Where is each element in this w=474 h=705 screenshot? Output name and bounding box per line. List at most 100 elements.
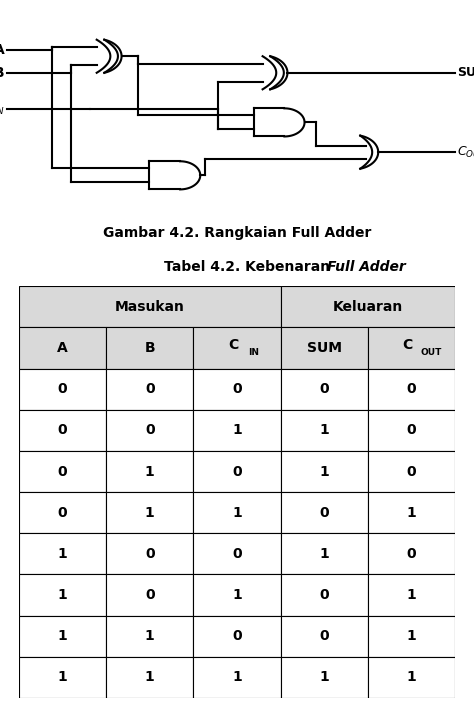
Bar xyxy=(193,657,281,698)
Text: 1: 1 xyxy=(58,547,67,561)
Text: 0: 0 xyxy=(58,423,67,437)
Bar xyxy=(281,369,368,410)
Bar xyxy=(281,451,368,492)
Bar xyxy=(106,451,193,492)
Text: 1: 1 xyxy=(145,505,155,520)
Bar xyxy=(19,451,106,492)
Text: 1: 1 xyxy=(58,588,67,602)
Bar xyxy=(19,286,281,327)
Text: 0: 0 xyxy=(232,465,242,479)
Text: $C_{OUT}$: $C_{OUT}$ xyxy=(457,145,474,160)
Bar xyxy=(19,533,106,575)
Text: 0: 0 xyxy=(319,588,329,602)
Bar xyxy=(106,575,193,615)
Text: 1: 1 xyxy=(232,423,242,437)
Bar xyxy=(368,451,455,492)
Text: 1: 1 xyxy=(319,423,329,437)
Bar xyxy=(19,410,106,451)
Text: B: B xyxy=(145,341,155,355)
Text: 1: 1 xyxy=(319,670,329,685)
Bar xyxy=(106,657,193,698)
Bar xyxy=(368,410,455,451)
Text: Keluaran: Keluaran xyxy=(333,300,403,314)
Text: 0: 0 xyxy=(319,382,329,396)
Text: Full Adder: Full Adder xyxy=(327,260,406,274)
Bar xyxy=(281,657,368,698)
Text: 0: 0 xyxy=(58,382,67,396)
Text: 1: 1 xyxy=(145,465,155,479)
Text: 0: 0 xyxy=(145,423,155,437)
Bar xyxy=(281,492,368,533)
Bar xyxy=(368,657,455,698)
Bar xyxy=(368,327,455,369)
Bar xyxy=(281,410,368,451)
Text: 1: 1 xyxy=(319,547,329,561)
Text: 0: 0 xyxy=(407,423,416,437)
Text: 1: 1 xyxy=(407,588,416,602)
Bar xyxy=(368,615,455,657)
Text: SUM: SUM xyxy=(457,66,474,79)
Text: 0: 0 xyxy=(407,465,416,479)
Text: IN: IN xyxy=(248,348,259,357)
Bar xyxy=(193,492,281,533)
Text: SUM: SUM xyxy=(307,341,342,355)
Text: 0: 0 xyxy=(232,629,242,643)
Text: 0: 0 xyxy=(407,382,416,396)
Bar xyxy=(368,575,455,615)
Bar xyxy=(106,327,193,369)
Text: 1: 1 xyxy=(407,505,416,520)
Bar xyxy=(193,533,281,575)
Bar xyxy=(106,615,193,657)
Text: Tabel 4.2. Kebenaran: Tabel 4.2. Kebenaran xyxy=(164,260,335,274)
Bar xyxy=(106,410,193,451)
Bar xyxy=(106,369,193,410)
Text: 1: 1 xyxy=(58,670,67,685)
Bar xyxy=(19,369,106,410)
Text: 1: 1 xyxy=(407,629,416,643)
Text: 1: 1 xyxy=(407,670,416,685)
Bar xyxy=(368,492,455,533)
Text: 1: 1 xyxy=(58,629,67,643)
Bar xyxy=(193,410,281,451)
Text: 1: 1 xyxy=(232,670,242,685)
Text: 1: 1 xyxy=(145,629,155,643)
Bar xyxy=(193,327,281,369)
Text: 1: 1 xyxy=(145,670,155,685)
Bar xyxy=(281,575,368,615)
Text: 0: 0 xyxy=(319,505,329,520)
Bar xyxy=(193,615,281,657)
Text: 0: 0 xyxy=(145,382,155,396)
Bar xyxy=(193,369,281,410)
Bar xyxy=(19,327,106,369)
Bar xyxy=(281,533,368,575)
Text: B: B xyxy=(0,66,5,80)
Text: 0: 0 xyxy=(58,465,67,479)
Bar xyxy=(19,575,106,615)
Text: A: A xyxy=(57,341,68,355)
Text: 1: 1 xyxy=(232,505,242,520)
Text: 0: 0 xyxy=(232,382,242,396)
Bar xyxy=(368,533,455,575)
Bar xyxy=(281,615,368,657)
Text: C: C xyxy=(228,338,238,352)
Bar xyxy=(19,492,106,533)
Text: 0: 0 xyxy=(58,505,67,520)
Text: $C_{IN}$: $C_{IN}$ xyxy=(0,102,5,117)
Bar xyxy=(281,327,368,369)
Bar xyxy=(193,575,281,615)
Text: Masukan: Masukan xyxy=(115,300,185,314)
Text: 1: 1 xyxy=(319,465,329,479)
Text: OUT: OUT xyxy=(420,348,442,357)
Text: 0: 0 xyxy=(232,547,242,561)
Bar xyxy=(106,533,193,575)
Text: 0: 0 xyxy=(145,588,155,602)
Bar xyxy=(281,286,455,327)
Bar xyxy=(106,492,193,533)
Text: Gambar 4.2. Rangkaian Full Adder: Gambar 4.2. Rangkaian Full Adder xyxy=(103,226,371,240)
Text: A: A xyxy=(0,42,5,56)
Text: 0: 0 xyxy=(319,629,329,643)
Text: 0: 0 xyxy=(407,547,416,561)
Bar xyxy=(193,451,281,492)
Bar xyxy=(19,615,106,657)
Bar xyxy=(19,657,106,698)
